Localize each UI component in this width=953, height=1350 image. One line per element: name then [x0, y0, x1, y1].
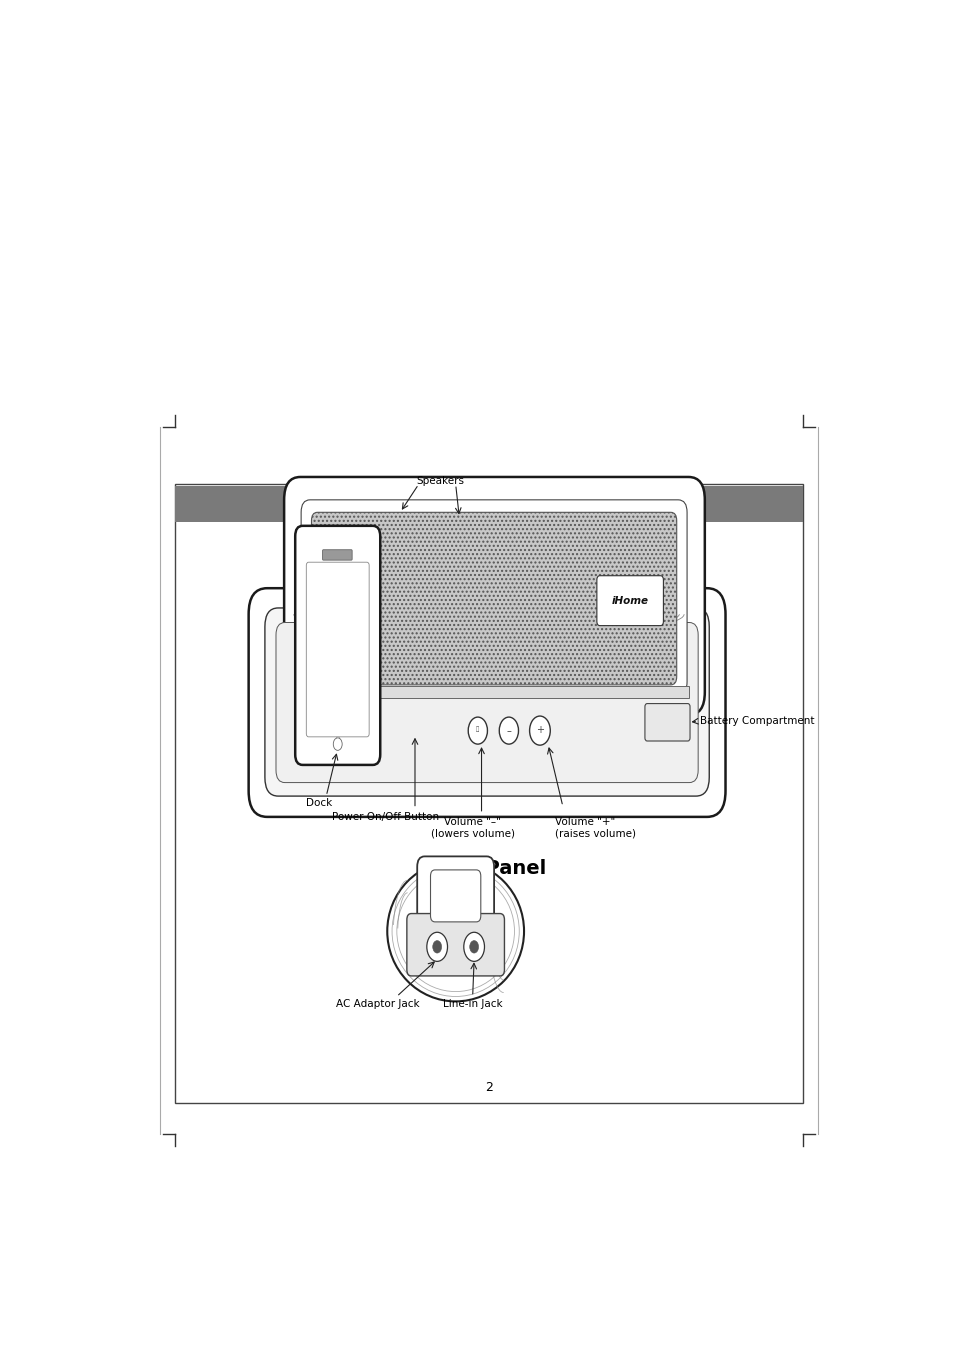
Circle shape	[333, 738, 342, 751]
Text: iHome: iHome	[611, 595, 648, 606]
Text: Speakers: Speakers	[416, 477, 464, 486]
FancyBboxPatch shape	[406, 914, 504, 976]
Circle shape	[463, 933, 484, 961]
Circle shape	[433, 941, 441, 953]
Text: Power On/Off Button: Power On/Off Button	[332, 811, 438, 822]
Text: 2: 2	[484, 1080, 493, 1094]
Text: Controls and Indicators: Controls and Indicators	[392, 497, 585, 512]
Text: Side Panel: Side Panel	[431, 860, 546, 879]
Circle shape	[529, 716, 550, 745]
FancyBboxPatch shape	[174, 486, 802, 521]
Circle shape	[469, 941, 478, 953]
FancyBboxPatch shape	[294, 526, 380, 765]
FancyBboxPatch shape	[314, 686, 688, 698]
FancyBboxPatch shape	[275, 622, 698, 783]
FancyBboxPatch shape	[416, 856, 494, 931]
Circle shape	[498, 717, 518, 744]
FancyBboxPatch shape	[174, 485, 802, 1103]
Text: –: –	[506, 725, 511, 736]
Text: Volume "+"
(raises volume): Volume "+" (raises volume)	[555, 817, 636, 838]
FancyBboxPatch shape	[284, 477, 704, 716]
Text: +: +	[536, 725, 543, 734]
Text: Front Panel: Front Panel	[426, 543, 551, 563]
Circle shape	[426, 933, 447, 961]
FancyBboxPatch shape	[301, 500, 686, 694]
Text: ⏻: ⏻	[476, 726, 479, 732]
FancyBboxPatch shape	[265, 608, 708, 796]
FancyBboxPatch shape	[249, 589, 724, 817]
FancyBboxPatch shape	[644, 703, 689, 741]
FancyBboxPatch shape	[306, 562, 369, 737]
FancyBboxPatch shape	[322, 549, 352, 560]
FancyBboxPatch shape	[311, 512, 676, 684]
Text: Battery Compartment: Battery Compartment	[699, 717, 813, 726]
FancyBboxPatch shape	[327, 748, 351, 764]
Text: Dock: Dock	[305, 798, 332, 809]
FancyBboxPatch shape	[597, 575, 662, 625]
Text: AC Adaptor Jack: AC Adaptor Jack	[335, 999, 419, 1008]
Circle shape	[468, 717, 487, 744]
Text: Line-in Jack: Line-in Jack	[442, 999, 502, 1008]
FancyBboxPatch shape	[430, 869, 480, 922]
Circle shape	[328, 725, 347, 752]
Text: ⏻: ⏻	[335, 736, 339, 741]
Text: Volume "–"
(lowers volume): Volume "–" (lowers volume)	[430, 817, 514, 838]
Ellipse shape	[387, 861, 523, 1002]
